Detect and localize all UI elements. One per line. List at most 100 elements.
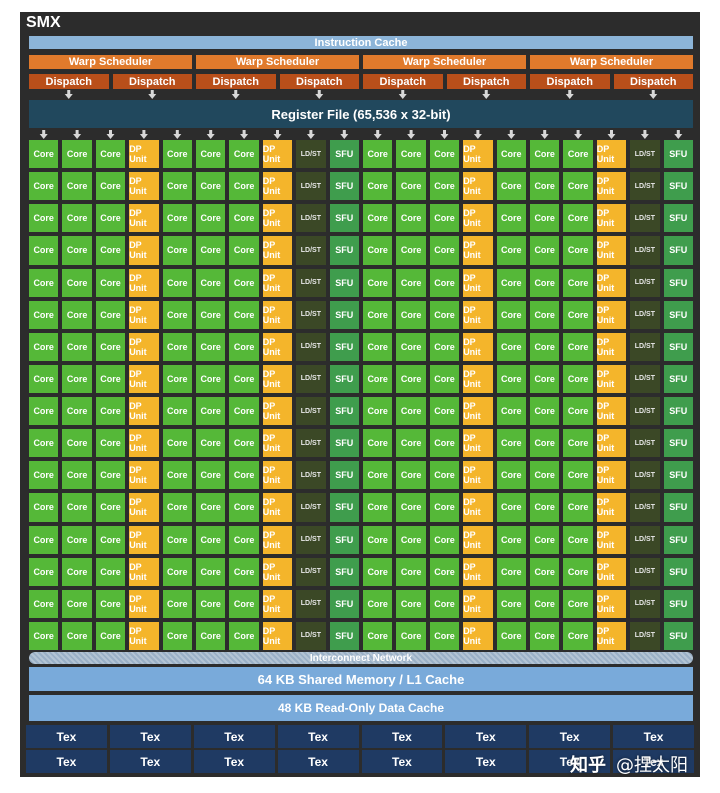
tex-unit: Tex — [26, 725, 107, 748]
core-unit: Core — [29, 300, 59, 329]
sfu-unit: SFU — [329, 268, 359, 297]
core-unit: Core — [563, 429, 593, 458]
dp-unit: DP Unit — [129, 589, 159, 618]
core-unit: Core — [530, 140, 560, 169]
sfu-unit: SFU — [663, 236, 693, 265]
tex-unit: Tex — [613, 750, 694, 773]
sfu-unit: SFU — [329, 621, 359, 650]
core-unit: Core — [162, 236, 192, 265]
core-unit: Core — [196, 493, 226, 522]
sfu-unit: SFU — [329, 525, 359, 554]
core-unit: Core — [29, 204, 59, 233]
dp-unit: DP Unit — [596, 236, 627, 265]
core-unit: Core — [62, 268, 92, 297]
watermark-author: @捏太阳 — [616, 755, 688, 776]
core-unit: Core — [162, 589, 192, 618]
down-arrow-icon — [315, 90, 324, 99]
ldst-unit: LD/ST — [630, 236, 660, 265]
core-unit: Core — [396, 268, 426, 297]
sfu-unit: SFU — [663, 364, 693, 393]
core-unit: Core — [95, 461, 126, 490]
core-unit: Core — [496, 525, 526, 554]
down-arrow-icon — [540, 130, 549, 139]
down-arrow-icon — [231, 90, 240, 99]
ldst-unit: LD/ST — [630, 172, 660, 201]
core-unit: Core — [196, 300, 226, 329]
dp-unit: DP Unit — [596, 525, 627, 554]
dp-unit: DP Unit — [463, 236, 493, 265]
core-unit: Core — [29, 397, 59, 426]
core-unit: Core — [62, 621, 92, 650]
core-unit: Core — [62, 525, 92, 554]
core-unit: Core — [429, 525, 460, 554]
core-unit: Core — [363, 429, 393, 458]
core-unit: Core — [363, 236, 393, 265]
sfu-unit: SFU — [663, 268, 693, 297]
core-unit: Core — [563, 557, 593, 586]
core-unit: Core — [162, 429, 192, 458]
core-unit: Core — [563, 525, 593, 554]
dp-unit: DP Unit — [129, 397, 159, 426]
down-arrow-icon — [574, 130, 583, 139]
core-unit: Core — [62, 140, 92, 169]
core-unit: Core — [229, 300, 259, 329]
core-unit: Core — [162, 397, 192, 426]
dp-unit: DP Unit — [463, 140, 493, 169]
core-unit: Core — [229, 493, 259, 522]
core-unit: Core — [196, 332, 226, 361]
core-unit: Core — [396, 589, 426, 618]
sfu-unit: SFU — [663, 621, 693, 650]
core-unit: Core — [363, 300, 393, 329]
dp-unit: DP Unit — [129, 332, 159, 361]
sfu-unit: SFU — [329, 140, 359, 169]
core-unit: Core — [229, 140, 259, 169]
core-unit: Core — [530, 300, 560, 329]
ldst-unit: LD/ST — [630, 621, 660, 650]
dp-unit: DP Unit — [129, 621, 159, 650]
core-unit: Core — [530, 621, 560, 650]
core-unit: Core — [196, 621, 226, 650]
core-unit: Core — [496, 557, 526, 586]
core-unit: Core — [363, 461, 393, 490]
dp-unit: DP Unit — [262, 589, 293, 618]
core-unit: Core — [363, 557, 393, 586]
core-unit: Core — [396, 236, 426, 265]
core-unit: Core — [563, 397, 593, 426]
core-unit: Core — [363, 172, 393, 201]
sfu-unit: SFU — [329, 493, 359, 522]
dp-unit: DP Unit — [262, 140, 293, 169]
core-unit: Core — [429, 429, 460, 458]
core-unit: Core — [429, 364, 460, 393]
core-unit: Core — [62, 236, 92, 265]
down-arrow-icon — [473, 130, 482, 139]
core-unit: Core — [496, 268, 526, 297]
core-unit: Core — [196, 268, 226, 297]
sfu-unit: SFU — [329, 364, 359, 393]
core-unit: Core — [95, 364, 126, 393]
core-unit: Core — [363, 204, 393, 233]
sfu-unit: SFU — [329, 332, 359, 361]
ldst-unit: LD/ST — [630, 525, 660, 554]
core-unit: Core — [95, 621, 126, 650]
core-unit: Core — [95, 140, 126, 169]
smx-title: SMX — [26, 14, 61, 31]
core-unit: Core — [363, 589, 393, 618]
ldst-unit: LD/ST — [296, 236, 326, 265]
dp-unit: DP Unit — [262, 621, 293, 650]
dp-unit: DP Unit — [596, 589, 627, 618]
core-unit: Core — [396, 557, 426, 586]
down-arrow-icon — [139, 130, 148, 139]
sfu-unit: SFU — [329, 589, 359, 618]
ldst-unit: LD/ST — [296, 204, 326, 233]
tex-unit: Tex — [529, 725, 611, 748]
core-unit: Core — [530, 364, 560, 393]
dispatch-unit: Dispatch — [363, 74, 443, 89]
down-arrow-icon — [73, 130, 82, 139]
core-unit: Core — [429, 397, 460, 426]
ldst-unit: LD/ST — [630, 461, 660, 490]
tex-unit: Tex — [529, 750, 611, 773]
register-file: Register File (65,536 x 32-bit) — [29, 100, 693, 128]
warp-scheduler: Warp Scheduler — [29, 55, 192, 69]
ldst-unit: LD/ST — [296, 525, 326, 554]
core-unit: Core — [563, 461, 593, 490]
